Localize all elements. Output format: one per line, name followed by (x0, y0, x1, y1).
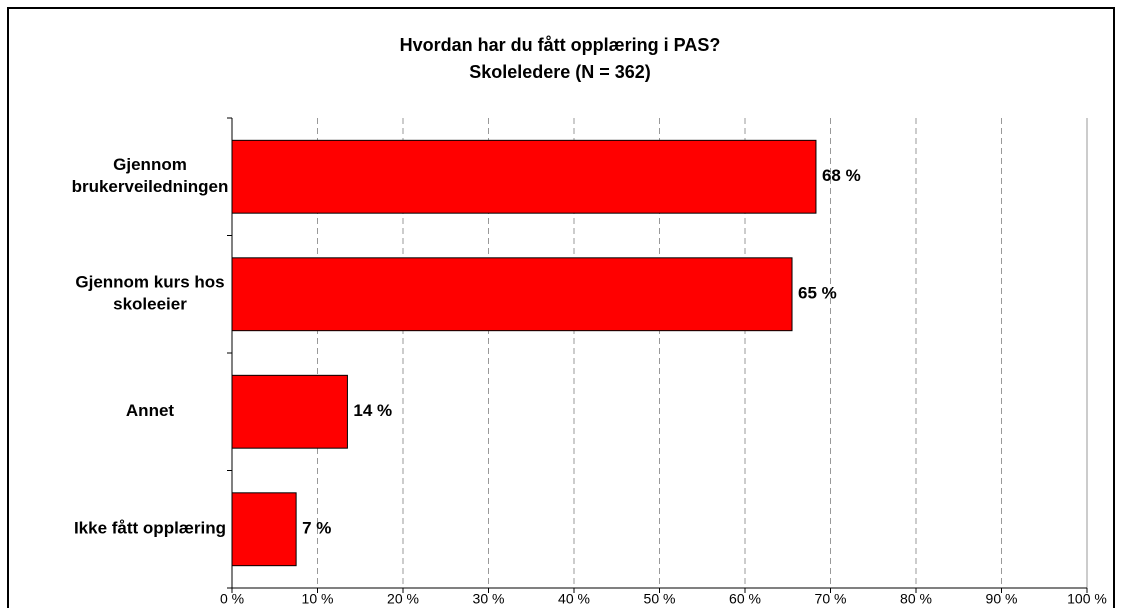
y-tick-label: Gjennom kurs hos skoleeier (75, 273, 224, 314)
x-tick-label: 100 % (1067, 591, 1107, 607)
x-tick-label: 10 % (302, 591, 334, 607)
bar (231, 139, 817, 214)
x-tick-label: 80 % (900, 591, 932, 607)
data-label: 7 % (302, 519, 331, 538)
x-tick-label: 60 % (729, 591, 761, 607)
chart-title: Hvordan har du fått opplæring i PAS? (400, 35, 721, 55)
bar (231, 374, 348, 449)
x-tick-label: 40 % (558, 591, 590, 607)
x-tick-label: 50 % (644, 591, 676, 607)
x-tick-label: 30 % (473, 591, 505, 607)
data-label: 68 % (822, 166, 861, 185)
x-tick-label: 90 % (986, 591, 1018, 607)
y-tick-label: Gjennom brukerveiledningen (72, 155, 229, 196)
bar (231, 257, 793, 332)
data-label: 65 % (798, 284, 837, 303)
chart-subtitle: Skoleledere (N = 362) (469, 62, 651, 82)
y-tick-label: Annet (126, 401, 175, 420)
x-tick-label: 70 % (815, 591, 847, 607)
x-tick-label: 0 % (220, 591, 244, 607)
data-label: 14 % (353, 401, 392, 420)
x-tick-label: 20 % (387, 591, 419, 607)
y-tick-label: Ikke fått opplæring (74, 519, 226, 538)
bar (231, 492, 297, 567)
